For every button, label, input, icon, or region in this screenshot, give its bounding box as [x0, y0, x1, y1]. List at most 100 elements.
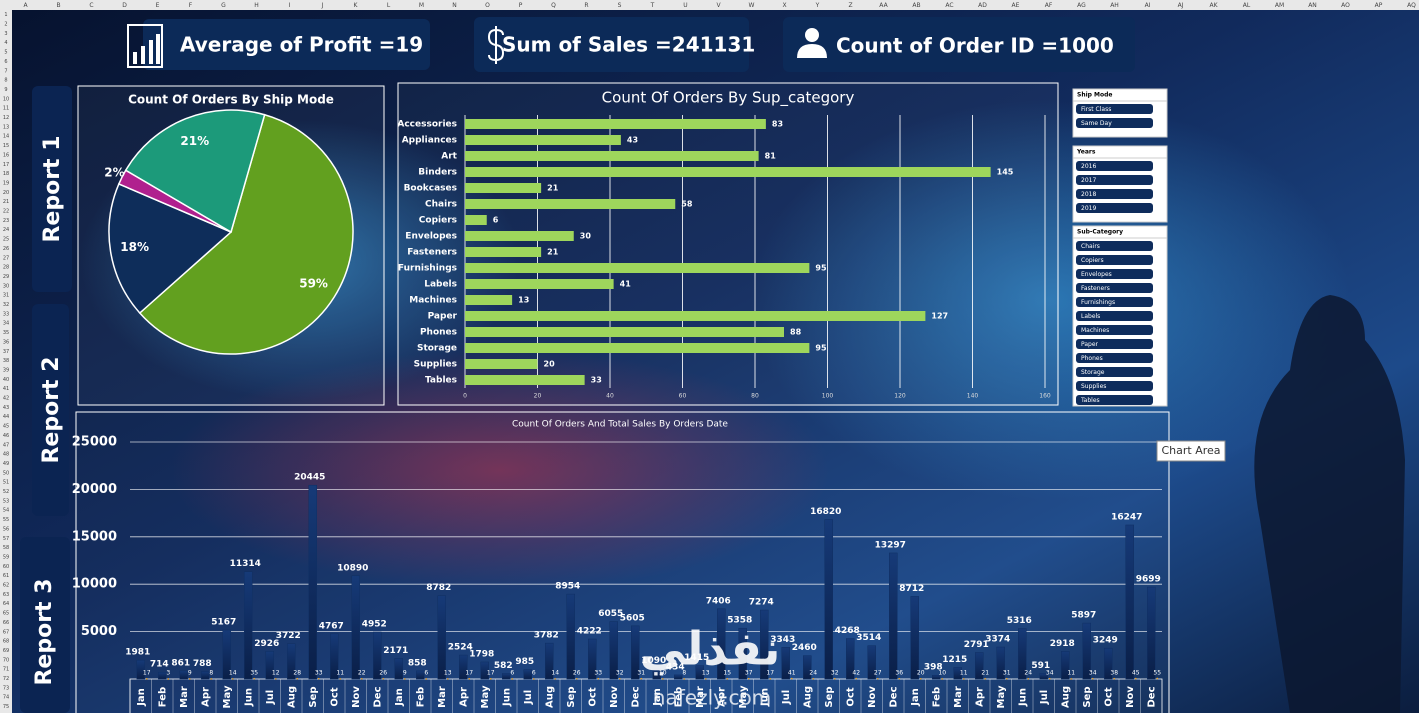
column: [910, 596, 919, 680]
value-label: 582: [494, 661, 513, 671]
y-tick-label: Appliances: [402, 136, 457, 146]
slicer-item[interactable]: [1076, 381, 1153, 391]
column: [351, 575, 360, 680]
report-tab-label[interactable]: Report 2: [39, 356, 64, 463]
slicer-item-label[interactable]: Furnishings: [1081, 299, 1115, 306]
slicer-item[interactable]: [1076, 367, 1153, 377]
row-header: 69: [3, 648, 9, 654]
y-tick-label: Bookcases: [404, 184, 457, 194]
slicer-item[interactable]: [1076, 189, 1153, 199]
slicer-item-label[interactable]: 2017: [1081, 177, 1096, 184]
pie-slice: [124, 109, 266, 234]
value-label: 20: [544, 360, 556, 369]
slicer-item-label[interactable]: Envelopes: [1081, 271, 1112, 278]
value-label: 145: [997, 168, 1014, 177]
value-label: 3343: [770, 635, 795, 645]
row-header: 19: [3, 180, 9, 186]
column: [1104, 647, 1113, 680]
slicer-item-label[interactable]: Paper: [1081, 341, 1099, 348]
slicer-item[interactable]: [1076, 203, 1153, 213]
slicer-item-label[interactable]: Machines: [1081, 327, 1109, 334]
row-header: 36: [3, 339, 9, 345]
slicer-item-label[interactable]: Copiers: [1081, 257, 1104, 264]
slicer-item[interactable]: [1076, 255, 1153, 265]
slicer-item-label[interactable]: Tables: [1080, 397, 1100, 404]
bar: [465, 375, 585, 385]
slicer-item-label[interactable]: Storage: [1081, 369, 1105, 376]
report-tab-label[interactable]: Report 1: [40, 135, 65, 242]
slicer-item[interactable]: [1076, 104, 1153, 114]
slicer-item-label[interactable]: Same Day: [1081, 120, 1112, 127]
count-label: 21: [981, 670, 989, 677]
row-header: 10: [3, 96, 9, 102]
row-header: 29: [3, 274, 9, 280]
x-tick-label: Aug: [802, 686, 813, 708]
slicer-item[interactable]: [1076, 175, 1153, 185]
bar: [465, 247, 542, 257]
report-tab[interactable]: [32, 304, 69, 516]
slicer-item[interactable]: [1076, 311, 1153, 321]
bar: [465, 183, 542, 193]
slicer-item-label[interactable]: First Class: [1081, 106, 1111, 113]
slicers: Ship Mode First Class Same Day Years 2016 201…: [1072, 88, 1168, 407]
slicer-item[interactable]: [1076, 118, 1153, 128]
report-tab[interactable]: [32, 86, 72, 292]
slicer-item[interactable]: [1076, 325, 1153, 335]
bar: [465, 167, 991, 177]
row-header: 6: [4, 59, 7, 65]
x-tick-label: Nov: [351, 686, 362, 708]
x-tick-label: Jul: [781, 690, 792, 705]
count-label: 26: [379, 670, 387, 677]
x-tick-label: Oct: [587, 687, 598, 706]
column-header: P: [519, 2, 523, 9]
column-header: C: [89, 2, 93, 9]
column: [1039, 673, 1048, 680]
slicer-item[interactable]: [1076, 353, 1153, 363]
column: [244, 571, 253, 680]
slicer-item[interactable]: [1076, 269, 1153, 279]
value-label: 6055: [598, 609, 623, 619]
x-tick-label: Apr: [974, 687, 985, 707]
count-label: 12: [272, 670, 280, 677]
count-point: [1091, 677, 1094, 680]
watermark: nafezly.com: [653, 686, 771, 710]
kpi-card: [143, 19, 430, 70]
bar: [465, 311, 926, 321]
row-header: 65: [3, 611, 9, 617]
count-label: 33: [594, 670, 602, 677]
column-header: AD: [978, 2, 987, 9]
slicer-item-label[interactable]: 2016: [1081, 163, 1096, 170]
bar: [465, 295, 513, 305]
report-tab[interactable]: [20, 537, 70, 713]
count-label: 3: [166, 670, 170, 677]
report-tab-label[interactable]: Report 3: [32, 578, 57, 685]
x-tick-label: Jun: [1017, 688, 1028, 707]
value-label: 21: [547, 184, 559, 193]
slicer-item-label[interactable]: Labels: [1081, 313, 1100, 320]
bar: [465, 231, 574, 241]
value-label: 1090: [641, 656, 666, 666]
slicer-item-label[interactable]: Chairs: [1081, 243, 1100, 250]
slicer-item-label[interactable]: 2018: [1081, 191, 1096, 198]
value-label: 1981: [125, 648, 150, 658]
count-point: [274, 678, 277, 680]
count-label: 17: [143, 670, 151, 677]
row-header: 61: [3, 573, 9, 579]
row-header: 51: [3, 480, 9, 486]
x-tick-label: Feb: [673, 687, 684, 707]
row-header: 46: [3, 433, 9, 439]
count-point: [317, 677, 320, 680]
slicer-item[interactable]: [1076, 339, 1153, 349]
row-header: 33: [3, 311, 9, 317]
slicer-item[interactable]: [1076, 283, 1153, 293]
slicer-item[interactable]: [1076, 395, 1153, 405]
slicer-item[interactable]: [1076, 241, 1153, 251]
slicer-item[interactable]: [1076, 161, 1153, 171]
row-header: 24: [3, 227, 9, 233]
count-point: [468, 678, 471, 680]
slicer-item-label[interactable]: 2019: [1081, 205, 1096, 212]
slicer-item-label[interactable]: Phones: [1081, 355, 1103, 362]
slicer-item[interactable]: [1076, 297, 1153, 307]
slicer-item-label[interactable]: Supplies: [1081, 383, 1106, 390]
slicer-item-label[interactable]: Fasteners: [1081, 285, 1110, 292]
